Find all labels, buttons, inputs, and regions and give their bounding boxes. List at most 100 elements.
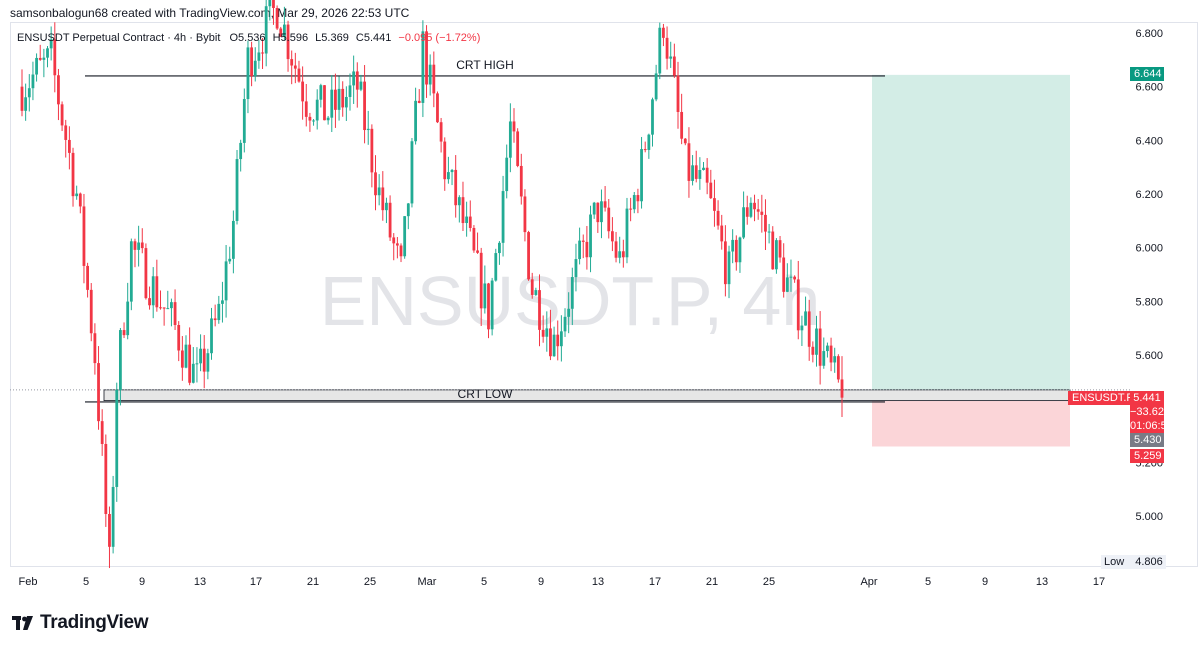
candle (42, 49, 45, 77)
candle (298, 61, 301, 83)
candle (396, 237, 399, 258)
x-tick-label: 9 (139, 576, 145, 588)
candle-body (629, 209, 632, 210)
candle-body (808, 311, 811, 346)
candle-body (753, 203, 756, 209)
candle (228, 247, 231, 264)
candle-body (370, 129, 373, 173)
candle (680, 94, 683, 144)
candle-body (243, 99, 246, 143)
candle-body (604, 201, 607, 207)
candle (432, 51, 435, 107)
candle-body (276, 8, 279, 29)
candle (268, 0, 271, 21)
candle (731, 229, 734, 263)
candle-body (801, 326, 804, 331)
candle (210, 308, 213, 360)
candle-body (108, 514, 111, 547)
candle-body (793, 277, 796, 280)
candle (411, 138, 414, 207)
candle (338, 76, 341, 120)
candle (440, 118, 443, 153)
candle-body (319, 85, 322, 100)
candle (629, 198, 632, 221)
candle (112, 476, 115, 553)
candle (443, 137, 446, 190)
candle (717, 200, 720, 229)
candle (32, 62, 35, 100)
candle-body (739, 238, 742, 263)
candle-body (228, 259, 231, 262)
candle-body (691, 165, 694, 181)
candle-body (549, 328, 552, 356)
candle (145, 243, 148, 299)
candle-body (112, 487, 115, 547)
candle-body (39, 58, 42, 60)
candle-body (768, 232, 771, 233)
candle (491, 278, 494, 335)
legend-close-label: C (356, 32, 364, 44)
candle (768, 224, 771, 243)
candle-body (779, 240, 782, 257)
candle (287, 21, 290, 72)
candle (403, 216, 406, 259)
candle-body (494, 253, 497, 281)
candle (225, 245, 228, 318)
candle-body (498, 243, 501, 253)
candle-body (760, 212, 763, 215)
candle (775, 238, 778, 274)
candle-body (152, 276, 155, 305)
candle (155, 260, 158, 312)
candle (243, 88, 246, 152)
candle-body (600, 201, 603, 222)
candle (327, 116, 330, 125)
candle-body (502, 191, 505, 243)
candle-body (378, 187, 381, 195)
candle-body (440, 122, 443, 141)
candle-body (673, 57, 676, 76)
candle-body (669, 57, 672, 59)
candle-body (345, 97, 348, 107)
candle (232, 210, 235, 273)
candle-body (531, 279, 534, 295)
x-tick-label: 5 (83, 576, 89, 588)
candle-body (177, 325, 180, 350)
candle-body (356, 71, 359, 89)
candle (64, 120, 67, 158)
candle-body (79, 194, 82, 207)
candle-body (83, 206, 86, 265)
candle (505, 145, 508, 199)
candle-body (709, 183, 712, 198)
candle (454, 155, 457, 218)
candle-body (134, 241, 137, 250)
candle-body (429, 65, 432, 85)
candle (272, 0, 275, 25)
x-tick-label: 21 (706, 576, 718, 588)
candle-body (407, 203, 410, 216)
candle-body (261, 52, 264, 53)
candle-body (298, 69, 301, 82)
candle-body (666, 38, 669, 59)
candle (199, 334, 202, 371)
candle-body (790, 277, 793, 278)
candle-body (534, 290, 537, 295)
candle (626, 198, 629, 263)
x-tick-label: 17 (649, 576, 661, 588)
candle-body (181, 350, 184, 367)
candle-body (837, 356, 840, 379)
candle (600, 190, 603, 239)
legend-open-label: O (229, 32, 238, 44)
candle-body (352, 71, 355, 85)
candle-body (225, 261, 228, 300)
candle (462, 182, 465, 231)
entry-price-tag: 5.430 (1130, 433, 1164, 447)
candle-body (684, 139, 687, 144)
candle-body (782, 258, 785, 292)
candle-body (385, 203, 388, 210)
candle (673, 44, 676, 78)
candle-body (556, 335, 559, 347)
candle (181, 336, 184, 381)
candle-body (123, 330, 126, 335)
candle-body (713, 198, 716, 211)
